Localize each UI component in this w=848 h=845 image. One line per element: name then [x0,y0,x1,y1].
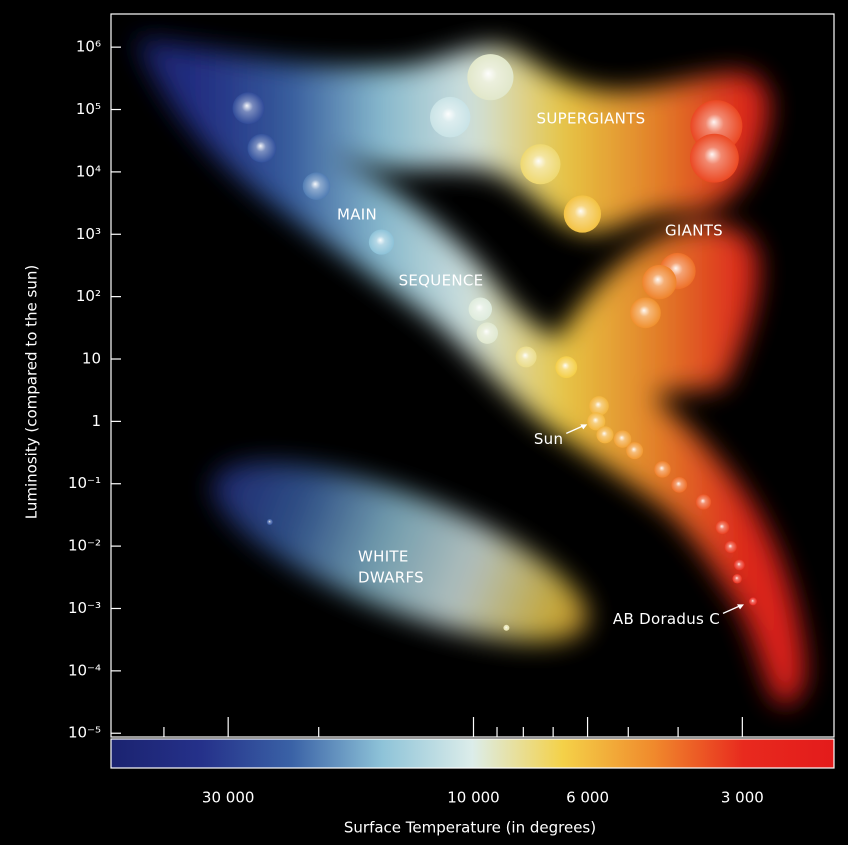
star-shine [689,133,739,183]
main-sequence-band [135,38,806,706]
y-tick-label: 1 [91,412,101,430]
label-arrowhead [737,604,745,610]
star-shine [589,396,609,416]
star-shine [630,297,661,329]
star-shine [613,430,632,448]
plot-frame [110,13,835,738]
colorbar [110,738,835,769]
star-shine [476,322,499,344]
star-shine [555,356,578,379]
star-shine [515,346,537,368]
region-label: DWARFS [358,569,424,587]
star-shine [247,133,277,163]
star-shine [467,54,514,101]
star-shine [695,494,712,510]
star-shine [642,264,677,300]
y-tick-label: 10⁻³ [68,599,101,617]
star-shine [520,144,561,185]
y-tick-label: 10⁻⁴ [68,661,101,679]
star-shine [596,426,614,444]
y-tick-label: 10⁻² [68,537,101,555]
region-label: SEQUENCE [399,272,484,290]
region-label: MAIN [337,206,377,224]
label-arrowhead [580,424,588,430]
y-tick-label: 10² [76,287,101,305]
y-axis-title: Luminosity (compared to the sun) [23,265,41,519]
star-shine [749,597,758,606]
white-dwarf-band [212,462,588,642]
star-shine [671,476,688,493]
x-tick-label: 3 000 [721,789,764,807]
x-tick-label: 30 000 [202,789,255,807]
label-arrow [566,424,585,434]
star-shine [563,195,602,233]
point-label: AB Doradus C [613,610,720,628]
star-shine [732,574,742,584]
star-shine [654,461,671,478]
y-tick-label: 10⁻¹ [68,474,101,492]
star-shine [503,624,510,631]
star-shine [626,442,644,460]
star-shine [266,518,273,525]
y-tick-label: 10⁵ [76,100,101,118]
y-tick-label: 10⁶ [76,38,101,56]
y-tick-label: 10⁴ [76,162,101,180]
star-shine [733,559,745,571]
star-shine [429,96,471,138]
label-arrow [722,604,742,614]
star-shine [368,229,395,255]
star-shine [468,297,492,321]
x-tick-label: 6 000 [566,789,609,807]
x-axis-title: Surface Temperature (in degrees) [344,819,596,837]
region-label: SUPERGIANTS [537,110,646,128]
x-tick-label: 10 000 [447,789,500,807]
y-tick-label: 10 [82,350,101,368]
star-shine [724,540,737,554]
region-label: WHITE [358,548,409,566]
star-shine [587,412,606,431]
y-tick-label: 10⁻⁵ [68,724,101,742]
star-shine [715,520,730,535]
point-label: Sun [534,430,563,448]
region-label: GIANTS [665,222,723,240]
star-shine [302,172,331,200]
y-tick-label: 10³ [76,225,101,243]
star-shine [232,92,265,125]
